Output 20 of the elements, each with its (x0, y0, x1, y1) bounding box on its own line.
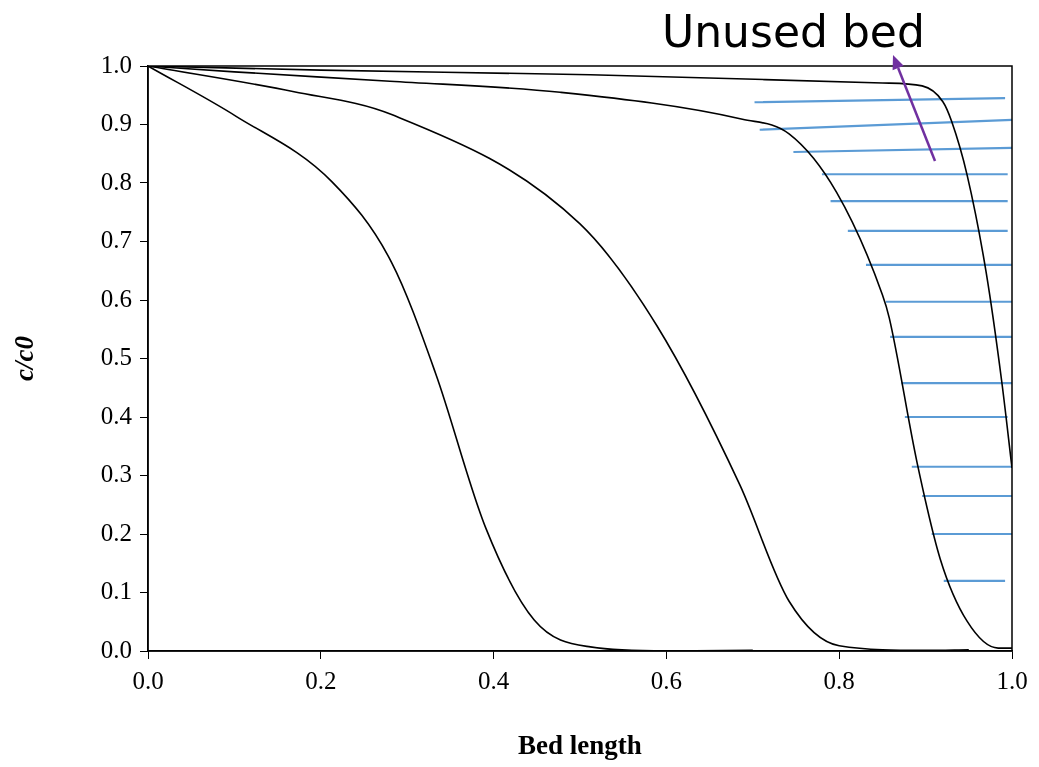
y-tick-label: 0.9 (100, 109, 132, 137)
y-tick-label: 0.0 (100, 635, 132, 663)
y-tick-label: 0.7 (100, 226, 132, 254)
y-tick-label: 0.4 (100, 401, 133, 429)
x-tick-label: 0.6 (650, 666, 683, 694)
y-tick-label: 0.6 (100, 284, 132, 312)
x-tick-label: 0.8 (823, 666, 855, 694)
y-tick-label: 1.0 (100, 50, 132, 78)
y-tick-label: 0.1 (100, 577, 132, 605)
x-tick-label: 0.0 (132, 666, 164, 694)
y-tick-label: 0.5 (100, 343, 132, 371)
x-axis-title: Bed length (518, 729, 642, 760)
x-tick-label: 0.2 (305, 666, 337, 694)
text: Unused bed (662, 6, 925, 57)
x-tick-label: 1.0 (996, 666, 1028, 694)
y-tick-label: 0.8 (100, 167, 132, 195)
y-tick-label: 0.2 (100, 518, 132, 546)
x-tick-label: 0.4 (477, 666, 510, 694)
y-tick-label: 0.3 (100, 460, 132, 488)
y-axis-title: c/c0 (9, 335, 40, 381)
